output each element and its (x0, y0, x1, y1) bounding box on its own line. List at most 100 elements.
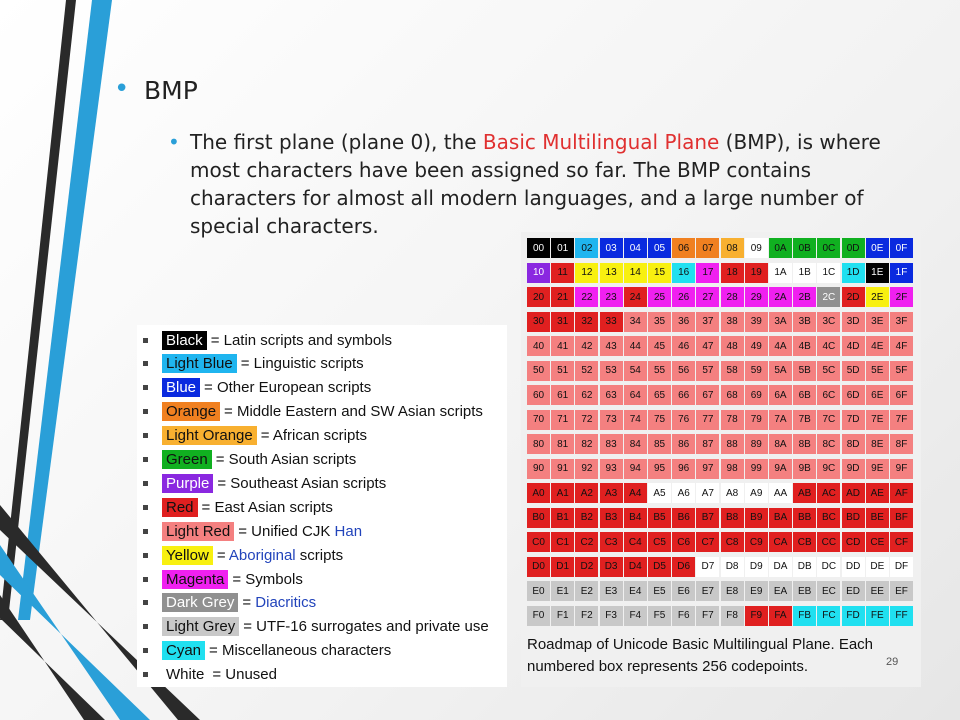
roadmap-cell: 00 (527, 238, 550, 258)
roadmap-cell: 51 (551, 360, 575, 381)
roadmap-cell: B1 (551, 507, 575, 528)
roadmap-cell: 8D (841, 434, 865, 454)
roadmap-cell: 4A (769, 336, 792, 356)
roadmap-cell: 4B (793, 336, 817, 356)
roadmap-cell: 5C (817, 360, 841, 381)
legend-link[interactable]: Han (334, 522, 363, 540)
roadmap-cell: BD (841, 507, 865, 528)
roadmap-cell: 1D (841, 262, 865, 283)
bullet-dot-icon: • (168, 130, 180, 154)
legend-item: Purple = Southeast Asian scripts (137, 472, 386, 494)
roadmap-cell: A3 (599, 483, 623, 503)
roadmap-cell: A5 (648, 483, 671, 503)
roadmap-cell: AC (817, 483, 841, 503)
legend-item: Magenta = Symbols (137, 568, 303, 590)
roadmap-cell: 0D (841, 238, 865, 258)
roadmap-cell: 99 (744, 458, 768, 479)
roadmap-cell: D1 (551, 556, 575, 577)
legend-description-text: = Middle Eastern and SW Asian scripts (224, 403, 483, 421)
roadmap-cell: BE (865, 507, 889, 528)
roadmap-cell: 5F (890, 360, 913, 381)
roadmap-cell: 97 (696, 458, 720, 479)
roadmap-cell: 52 (575, 360, 599, 381)
roadmap-cell: F2 (575, 605, 599, 626)
legend-description: = South Asian scripts (216, 451, 357, 468)
roadmap-cell: DC (817, 556, 841, 577)
roadmap-cell: 39 (744, 311, 768, 332)
roadmap-cell: 5B (793, 360, 817, 381)
legend-link[interactable]: Diacritics (255, 594, 317, 612)
roadmap-cell: 68 (720, 385, 744, 405)
legend-description-text: = Symbols (232, 570, 303, 588)
roadmap-cell: EF (890, 581, 913, 601)
roadmap-cell: 1F (890, 262, 913, 283)
roadmap-cell: 91 (551, 458, 575, 479)
roadmap-cell: 18 (720, 262, 744, 283)
roadmap-cell: FD (841, 605, 865, 626)
legend-description-text: = (216, 546, 229, 564)
roadmap-cell: CE (865, 532, 889, 552)
roadmap-cell: 67 (696, 385, 720, 405)
body-prefix: The first plane (plane 0), the (190, 130, 483, 154)
legend-swatch: Light Red (162, 521, 235, 541)
roadmap-cell: E8 (720, 581, 744, 601)
roadmap-cell: 12 (575, 262, 599, 283)
heading-text: BMP (144, 76, 198, 105)
roadmap-cell: 87 (696, 434, 720, 454)
roadmap-cell: A1 (551, 483, 575, 503)
roadmap-cell: 55 (648, 360, 671, 381)
legend-swatch: Green (162, 450, 212, 469)
roadmap-cell: D6 (672, 556, 696, 577)
roadmap-cell: 83 (599, 434, 623, 454)
roadmap-cell: 48 (720, 336, 744, 356)
roadmap-cell: 0C (817, 238, 841, 258)
legend-item: Red = East Asian scripts (137, 496, 333, 518)
roadmap-cell: 0E (865, 238, 889, 258)
roadmap-cell: B0 (527, 507, 550, 528)
roadmap-cell: 9C (817, 458, 841, 479)
roadmap-cell: 22 (575, 287, 599, 307)
roadmap-cell: F6 (672, 605, 696, 626)
roadmap-cell: B4 (623, 507, 647, 528)
legend-description: = African scripts (261, 427, 367, 444)
legend-item: Green = South Asian scripts (137, 449, 356, 471)
roadmap-cell: DD (841, 556, 865, 577)
roadmap-cell: 03 (599, 238, 623, 258)
roadmap-cell: E1 (551, 581, 575, 601)
legend-description-text: = Unused (212, 666, 277, 684)
legend-swatch: Red (162, 497, 198, 517)
roadmap-cell: EE (865, 581, 889, 601)
roadmap-cell: A6 (672, 483, 696, 503)
legend-swatch: Purple (162, 473, 214, 493)
roadmap-cell: 6F (890, 385, 913, 405)
legend-item: Light Red = Unified CJK Han (137, 520, 362, 542)
roadmap-cell: D0 (527, 556, 550, 577)
roadmap-cell: 84 (623, 434, 647, 454)
roadmap-cell: 8C (817, 434, 841, 454)
roadmap-cell: 73 (599, 409, 623, 430)
roadmap-cell: 6E (865, 385, 889, 405)
roadmap-cell: 10 (527, 262, 550, 283)
roadmap-cell: EA (769, 581, 792, 601)
roadmap-cell: 09 (744, 238, 768, 258)
roadmap-cell: 16 (672, 262, 696, 283)
roadmap-cell: A4 (623, 483, 647, 503)
roadmap-cell: 0A (769, 238, 792, 258)
roadmap-cell: F8 (720, 605, 744, 626)
legend-description: = UTF-16 surrogates and private use (243, 618, 489, 635)
roadmap-cell: 9E (865, 458, 889, 479)
legend-description-text: = Southeast Asian scripts (217, 474, 387, 492)
roadmap-cell: 2E (865, 287, 889, 307)
roadmap-cell: B6 (672, 507, 696, 528)
bullet-square-icon (143, 361, 148, 367)
legend-description: = Symbols (232, 571, 302, 588)
roadmap-cell: EB (793, 581, 817, 601)
roadmap-cell: 6A (769, 385, 792, 405)
bullet-square-icon (143, 576, 148, 582)
roadmap-cell: 74 (623, 409, 647, 430)
bullet-square-icon (143, 528, 148, 534)
legend-link[interactable]: Aboriginal (228, 546, 296, 564)
roadmap-cell: 2C (817, 287, 841, 307)
roadmap-cell: 14 (623, 262, 647, 283)
body-suffix: (BMP), is where most characters have bee… (190, 130, 881, 238)
